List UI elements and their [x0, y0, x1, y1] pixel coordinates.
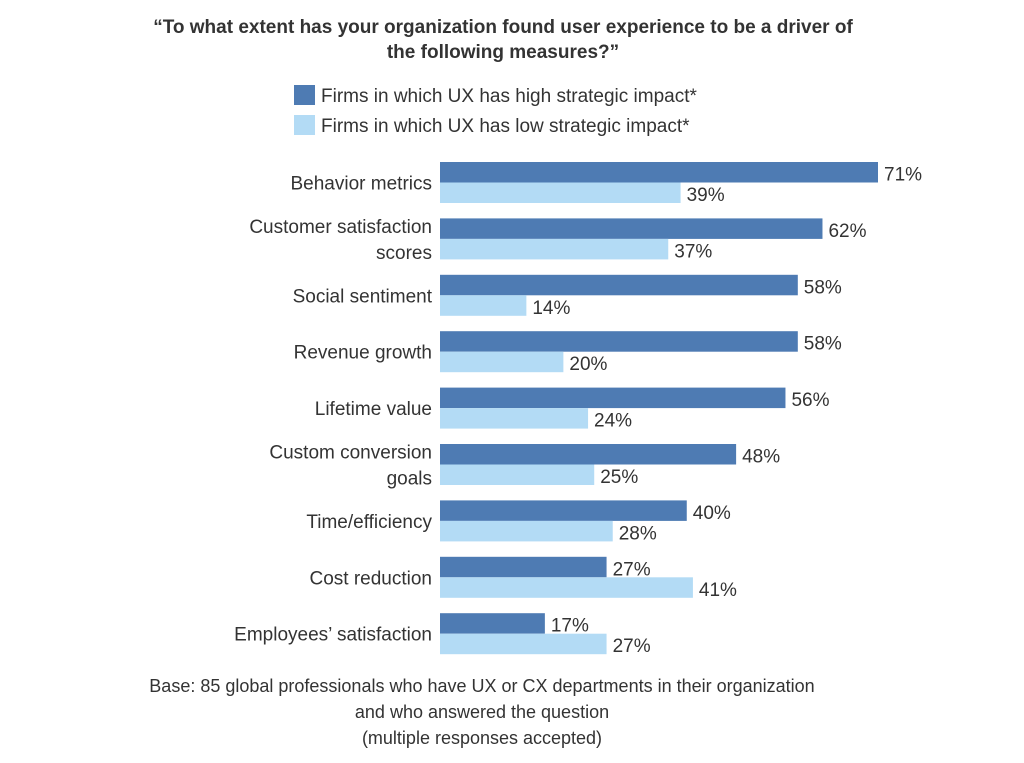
bar-high [440, 331, 798, 352]
data-label: 28% [619, 523, 657, 544]
footnote-line: and who answered the question [355, 702, 609, 722]
data-label: 14% [532, 298, 570, 319]
data-label: 62% [828, 221, 866, 242]
bar-low [440, 351, 564, 373]
legend-swatch [294, 115, 315, 135]
category-label: Customer satisfaction [249, 217, 432, 238]
data-label: 17% [551, 616, 589, 637]
bar-low [440, 577, 693, 598]
category-label: Custom conversion [269, 443, 432, 464]
bar-high [440, 444, 737, 465]
data-label: 27% [613, 636, 651, 657]
category-label: Social sentiment [293, 286, 433, 307]
bar-low [440, 633, 607, 655]
bar-high [440, 218, 823, 239]
category-label: Behavior metrics [291, 174, 433, 195]
chart-title-line: “To what extent has your organization fo… [153, 17, 853, 38]
bar-high [440, 387, 786, 409]
bar-high [440, 500, 687, 521]
data-label: 71% [884, 165, 922, 186]
category-label: goals [387, 469, 432, 490]
data-label: 27% [613, 559, 651, 580]
data-label: 48% [742, 447, 780, 468]
category-label: Lifetime value [315, 399, 432, 420]
category-label: Time/efficiency [306, 512, 432, 533]
legend-swatch [294, 85, 315, 105]
bar-low [440, 520, 613, 542]
bar-low [440, 238, 669, 260]
data-label: 20% [569, 354, 607, 375]
bar-high [440, 274, 798, 296]
footnote-line: (multiple responses accepted) [362, 728, 602, 748]
data-label: 24% [594, 411, 632, 432]
data-label: 25% [600, 467, 638, 488]
category-label: Revenue growth [294, 343, 432, 364]
data-label: 39% [687, 185, 725, 206]
data-label: 58% [804, 277, 842, 298]
bar-low [440, 408, 589, 429]
data-label: 37% [674, 241, 712, 262]
category-label: scores [376, 243, 432, 264]
category-label: Cost reduction [309, 568, 432, 589]
bar-high [440, 162, 878, 183]
footnote-line: Base: 85 global professionals who have U… [149, 676, 814, 696]
category-label: Employees’ satisfaction [234, 625, 432, 646]
data-label: 58% [804, 334, 842, 355]
data-label: 41% [699, 580, 737, 601]
bar-low [440, 295, 527, 316]
bar-low [440, 182, 681, 203]
bar-high [440, 613, 545, 634]
chart-title-line: the following measures?” [387, 42, 619, 63]
legend-label: Firms in which UX has high strategic imp… [321, 86, 698, 107]
legend-label: Firms in which UX has low strategic impa… [321, 116, 690, 137]
bar-low [440, 464, 595, 485]
data-label: 40% [693, 503, 731, 524]
data-label: 56% [791, 390, 829, 411]
bar-high [440, 556, 607, 578]
